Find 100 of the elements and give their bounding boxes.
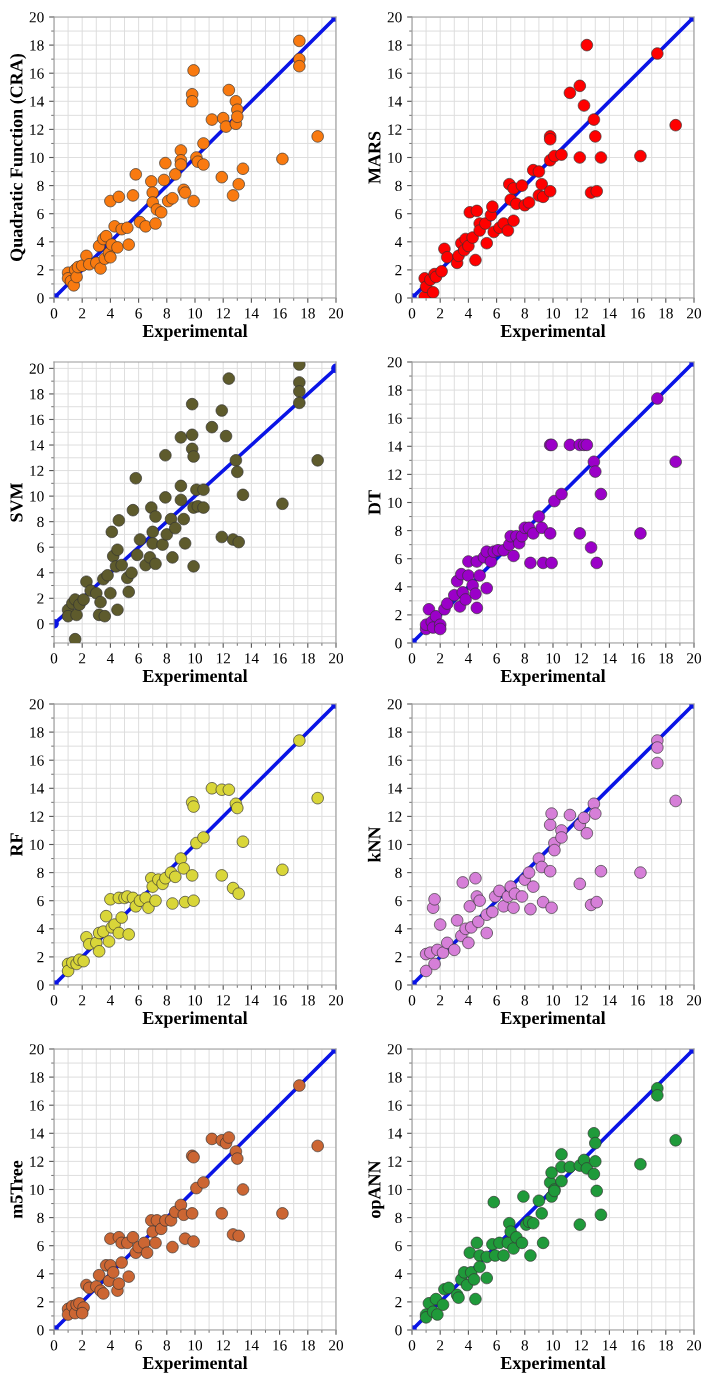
y-tick-label: 8: [37, 867, 44, 879]
y-tick-label: 12: [30, 124, 44, 135]
y-tick-label: 14: [30, 96, 45, 107]
x-tick-label: 12: [216, 1340, 230, 1351]
y-tick-label: 14: [388, 96, 403, 107]
x-tick-label: 16: [273, 653, 287, 664]
y-tick-label: 14: [30, 1128, 45, 1139]
y-tick-label: 0: [37, 293, 44, 304]
y-tick-label: 8: [37, 1212, 44, 1224]
y-tick-label: 12: [388, 811, 402, 822]
y-tick-label: 16: [30, 414, 44, 425]
x-tick-label: 12: [216, 308, 230, 319]
x-tick-label: 0: [50, 308, 58, 319]
y-tick-label: 4: [394, 237, 403, 248]
y-tick-label: 10: [388, 1184, 402, 1195]
y-tick-label: 6: [395, 553, 402, 565]
y-tick-label: 4: [36, 1269, 45, 1280]
y-tick-label: 10: [30, 152, 44, 163]
x-tick-label: 20: [329, 308, 344, 319]
x-tick-label: 0: [408, 1340, 416, 1351]
y-tick-label: 0: [395, 1325, 402, 1336]
x-tick-label: 8: [163, 308, 171, 319]
x-tick-label: 2: [437, 995, 444, 1006]
y-tick-label: 4: [394, 924, 403, 935]
y-tick-label: 12: [388, 124, 402, 135]
y-tick-label: 0: [37, 980, 44, 991]
y-tick-label: 18: [388, 385, 402, 396]
x-tick-label: 16: [273, 1340, 287, 1351]
x-tick-label: 6: [135, 1340, 142, 1351]
x-axis-title: Experimental: [142, 324, 248, 341]
x-tick-label: 2: [79, 653, 86, 664]
y-tick-label: 6: [395, 208, 402, 220]
y-tick-label: 8: [395, 180, 402, 192]
y-tick-label: 10: [388, 497, 402, 508]
x-tick-label: 8: [163, 653, 171, 664]
x-tick-label: 18: [659, 653, 673, 664]
y-tick-label: 18: [388, 1072, 402, 1083]
x-axis-title: Experimental: [500, 324, 606, 341]
x-tick-label: 20: [687, 653, 702, 664]
y-tick-label: 6: [37, 895, 44, 907]
x-tick-label: 16: [631, 1340, 645, 1351]
x-tick-label: 12: [216, 995, 230, 1006]
x-tick-label: 2: [79, 995, 86, 1006]
y-tick-label: 0: [395, 638, 402, 649]
y-tick-label: 12: [30, 1156, 44, 1167]
y-axis-title: m5Tree: [10, 1160, 23, 1219]
x-tick-label: 4: [464, 308, 472, 319]
x-axis-title: Experimental: [142, 669, 248, 686]
y-tick-label: 10: [30, 1184, 44, 1195]
x-tick-label: 10: [546, 995, 561, 1006]
y-tick-label: 20: [29, 699, 44, 710]
y-tick-label: 16: [388, 1100, 402, 1111]
x-tick-label: 2: [437, 308, 444, 319]
x-tick-label: 10: [546, 1340, 561, 1351]
y-tick-label: 10: [388, 152, 402, 163]
x-tick-label: 0: [408, 653, 416, 664]
y-tick-label: 8: [395, 867, 402, 879]
x-tick-label: 2: [437, 653, 444, 664]
y-axis-title: MARS: [368, 131, 381, 184]
y-tick-label: 8: [395, 1212, 402, 1224]
y-tick-label: 16: [30, 1100, 44, 1111]
x-axis-title: Experimental: [500, 1011, 606, 1028]
x-tick-label: 6: [135, 308, 142, 319]
y-tick-label: 6: [395, 1240, 402, 1252]
x-tick-label: 16: [631, 653, 645, 664]
x-tick-label: 12: [216, 653, 230, 664]
x-tick-label: 14: [603, 308, 617, 319]
x-tick-label: 4: [464, 653, 472, 664]
y-tick-label: 18: [30, 1072, 44, 1083]
y-tick-label: 8: [395, 525, 402, 537]
x-tick-label: 20: [329, 653, 344, 664]
y-tick-label: 0: [395, 293, 402, 304]
y-tick-label: 6: [37, 208, 44, 220]
x-tick-label: 10: [188, 995, 203, 1006]
y-tick-label: 18: [30, 727, 44, 738]
x-tick-label: 14: [603, 1340, 617, 1351]
y-tick-label: 10: [30, 839, 44, 850]
x-tick-label: 4: [106, 653, 114, 664]
x-tick-label: 0: [50, 653, 58, 664]
x-tick-label: 8: [521, 1340, 529, 1351]
x-tick-label: 6: [493, 308, 500, 319]
x-tick-label: 6: [493, 995, 500, 1006]
x-tick-label: 4: [106, 995, 114, 1006]
y-tick-label: 2: [395, 265, 402, 276]
y-tick-label: 18: [388, 40, 402, 51]
y-tick-label: 10: [30, 491, 44, 502]
x-tick-label: 2: [79, 308, 86, 319]
y-axis-title: SVM: [10, 482, 23, 522]
x-tick-label: 6: [135, 653, 142, 664]
x-tick-label: 6: [493, 653, 500, 664]
y-tick-label: 6: [37, 542, 44, 553]
y-tick-label: 18: [388, 727, 402, 738]
x-tick-label: 6: [493, 1340, 500, 1351]
y-tick-label: 4: [36, 237, 45, 248]
y-tick-label: 20: [387, 357, 402, 368]
x-tick-label: 12: [574, 653, 588, 664]
y-tick-label: 14: [388, 1128, 403, 1139]
x-tick-label: 10: [546, 653, 561, 664]
y-tick-label: 12: [388, 1156, 402, 1167]
x-tick-label: 20: [687, 1340, 702, 1351]
